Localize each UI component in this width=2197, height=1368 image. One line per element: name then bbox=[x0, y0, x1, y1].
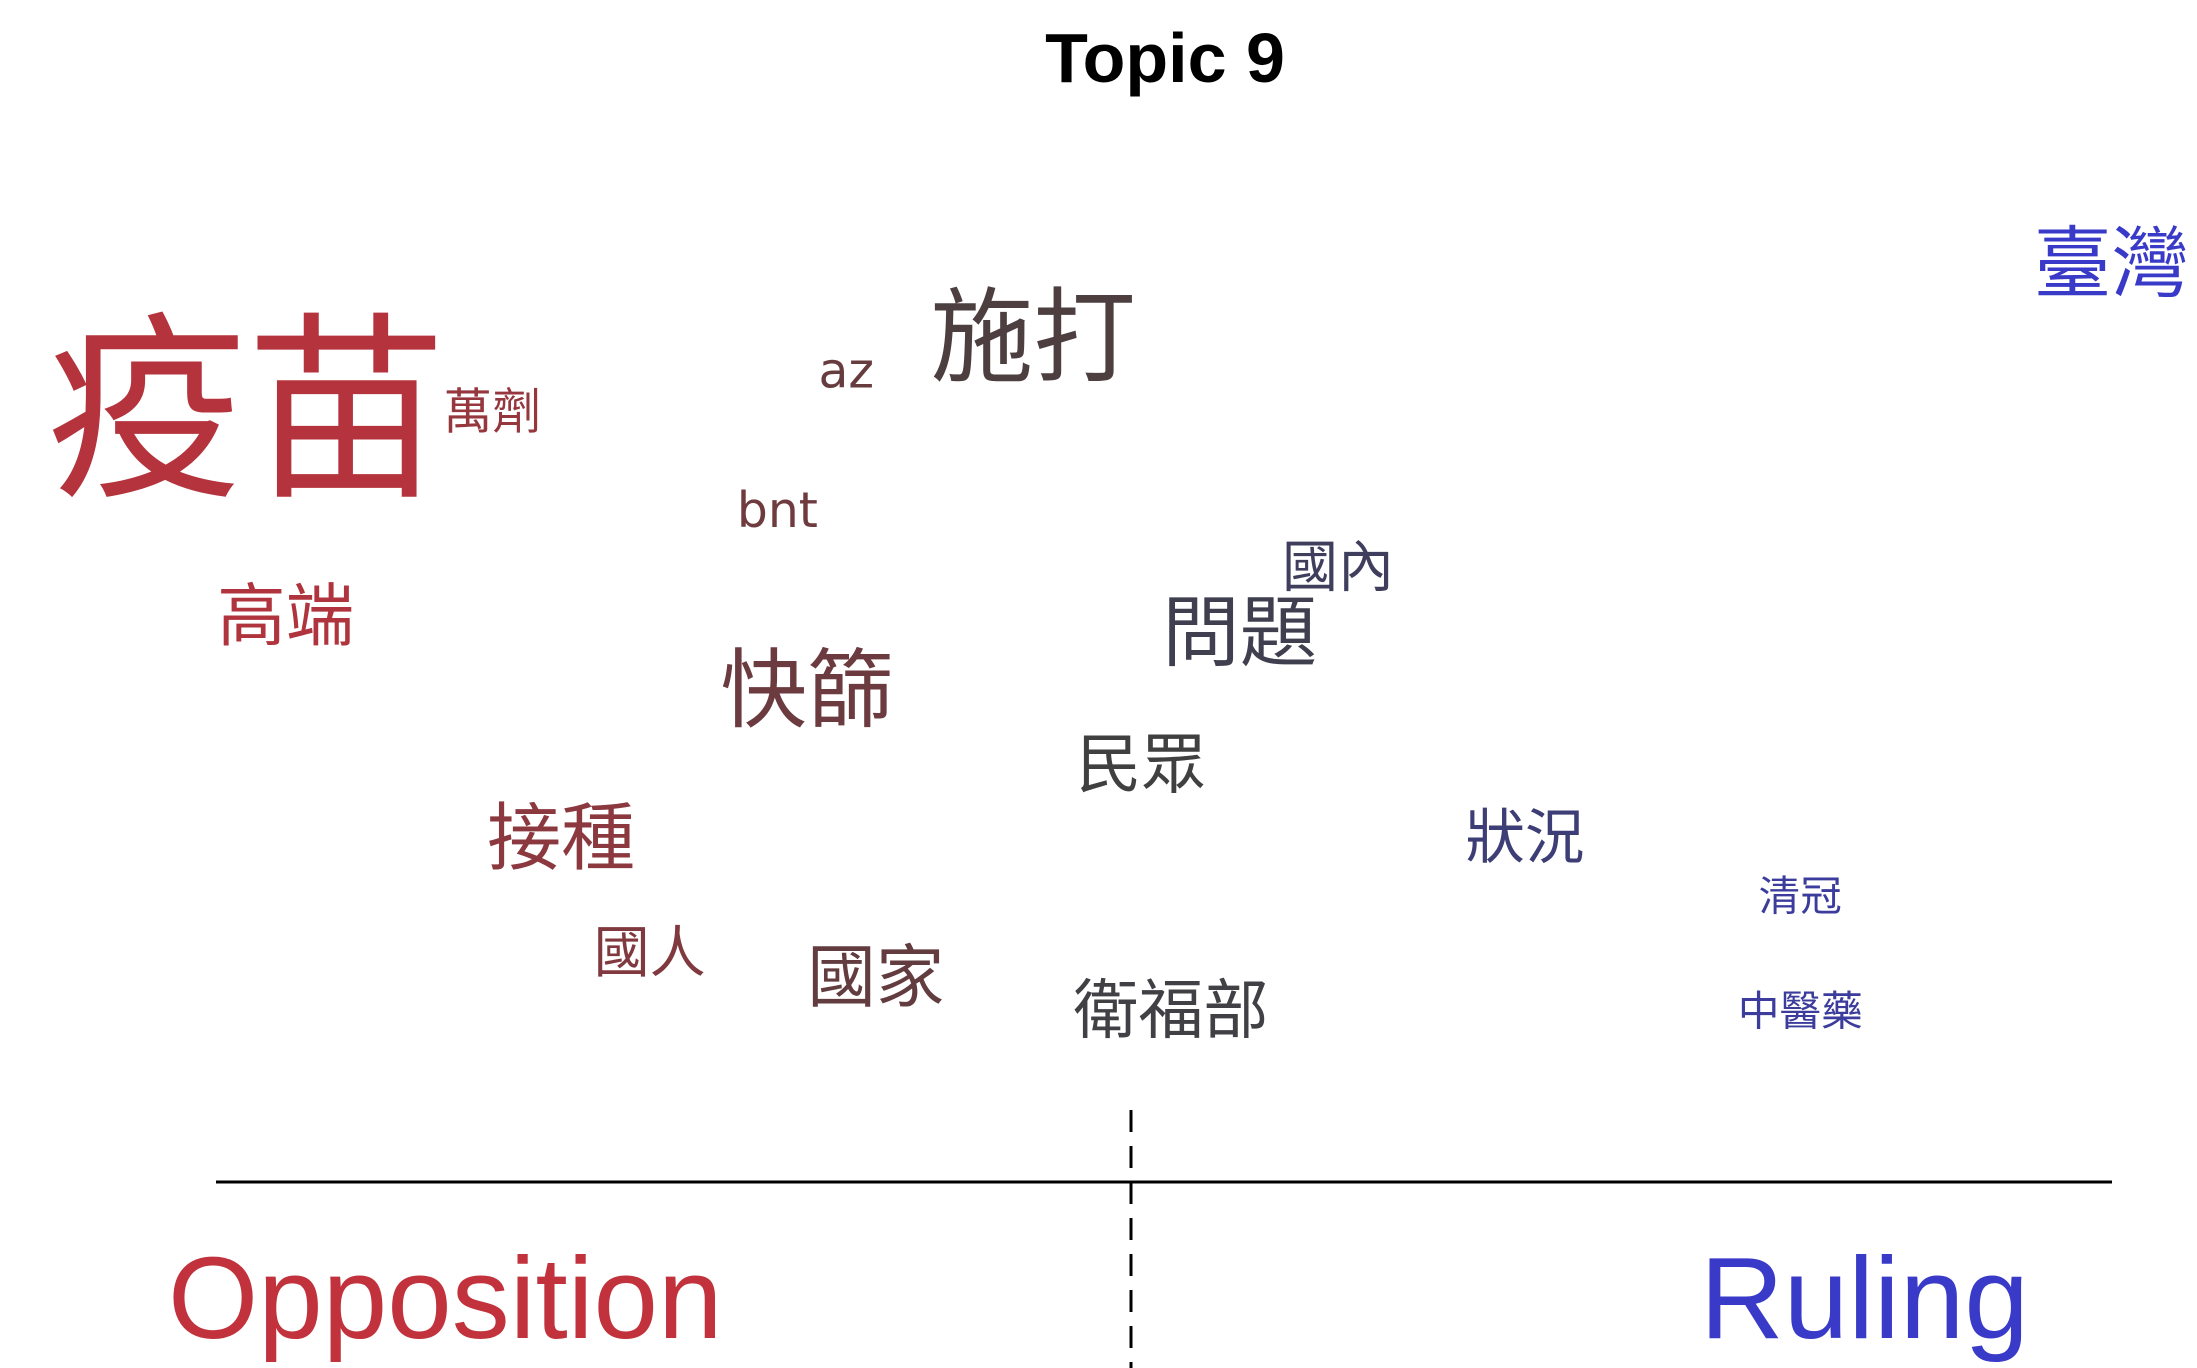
word-label-14: 國人 bbox=[594, 921, 706, 986]
opposition-label: Opposition bbox=[168, 1233, 723, 1363]
ruling-label: Ruling bbox=[1700, 1233, 2029, 1363]
word-label-9: 快篩 bbox=[720, 641, 893, 741]
word-label-4: 臺灣 bbox=[2034, 220, 2189, 310]
word-label-1: 萬劑 bbox=[443, 384, 541, 441]
word-label-11: 接種 bbox=[487, 796, 635, 882]
word-label-0: 疫苗 bbox=[46, 296, 446, 529]
word-label-3: 施打 bbox=[930, 279, 1136, 398]
word-label-16: 衛福部 bbox=[1073, 973, 1268, 1048]
word-label-15: 國家 bbox=[807, 938, 944, 1018]
word-label-2: az bbox=[819, 343, 875, 400]
word-label-5: bnt bbox=[737, 482, 818, 539]
word-label-12: 狀況 bbox=[1465, 804, 1584, 873]
chart-title: Topic 9 bbox=[1045, 19, 1285, 97]
word-label-7: 國內 bbox=[1282, 536, 1394, 601]
word-label-10: 民眾 bbox=[1076, 727, 1206, 802]
word-label-6: 高端 bbox=[217, 577, 354, 657]
word-label-13: 清冠 bbox=[1759, 872, 1842, 921]
word-label-8: 問題 bbox=[1162, 589, 1317, 679]
word-label-17: 中醫藥 bbox=[1738, 986, 1863, 1035]
